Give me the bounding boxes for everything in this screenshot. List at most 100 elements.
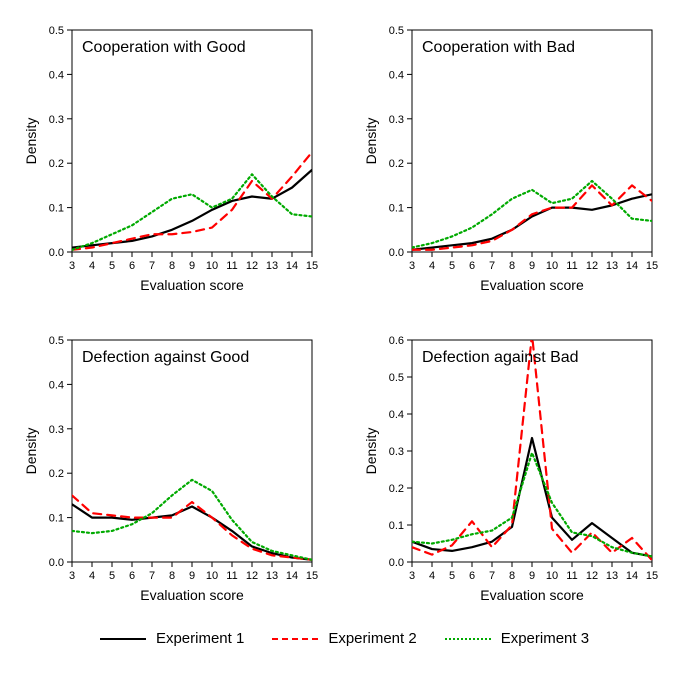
ytick-label: 0.5 (49, 335, 64, 347)
xtick-label: 7 (149, 260, 155, 272)
legend-swatch-exp1 (100, 638, 146, 640)
xtick-label: 5 (109, 260, 115, 272)
ytick-label: 0.6 (388, 335, 403, 347)
ytick-label: 0.0 (49, 557, 64, 569)
xtick-label: 4 (428, 260, 434, 272)
xtick-label: 5 (109, 570, 115, 582)
ytick-label: 0.4 (388, 409, 403, 421)
ytick-label: 0.5 (49, 25, 64, 37)
ytick-label: 0.4 (49, 69, 64, 81)
ytick-label: 0.1 (49, 203, 64, 215)
xtick-label: 14 (286, 260, 298, 272)
xtick-label: 8 (508, 260, 514, 272)
legend-swatch-exp2 (272, 638, 318, 640)
ytick-label: 0.3 (49, 424, 64, 436)
xtick-label: 12 (246, 570, 258, 582)
xtick-label: 7 (149, 570, 155, 582)
xtick-label: 14 (286, 570, 298, 582)
chart-svg: 34567891011121314150.00.10.20.30.40.5Eva… (360, 20, 660, 300)
xtick-label: 9 (189, 570, 195, 582)
xtick-label: 13 (266, 260, 278, 272)
legend-label: Experiment 1 (156, 630, 244, 647)
ytick-label: 0.2 (49, 158, 64, 170)
xtick-label: 12 (246, 260, 258, 272)
chart-panel: 34567891011121314150.00.10.20.30.40.50.6… (360, 330, 670, 620)
panel-title: Defection against Bad (422, 349, 579, 366)
legend-label: Experiment 2 (328, 630, 416, 647)
xtick-label: 6 (129, 570, 135, 582)
ytick-label: 0.0 (388, 557, 403, 569)
xtick-label: 6 (468, 570, 474, 582)
xtick-label: 10 (545, 570, 557, 582)
series-line-exp3 (72, 174, 312, 249)
ytick-label: 0.3 (388, 114, 403, 126)
series-line-exp1 (72, 170, 312, 248)
xtick-label: 6 (129, 260, 135, 272)
chart-panel: 34567891011121314150.00.10.20.30.40.5Eva… (360, 20, 670, 310)
ytick-label: 0.3 (388, 446, 403, 458)
xtick-label: 9 (528, 570, 534, 582)
xtick-label: 11 (566, 570, 577, 582)
xtick-label: 15 (306, 260, 318, 272)
ytick-label: 0.2 (388, 158, 403, 170)
xtick-label: 9 (528, 260, 534, 272)
x-axis-label: Evaluation score (140, 587, 244, 603)
ytick-label: 0.4 (49, 379, 64, 391)
xtick-label: 14 (625, 260, 637, 272)
panel-title: Cooperation with Bad (422, 39, 575, 56)
legend: Experiment 1 Experiment 2 Experiment 3 (0, 620, 689, 662)
xtick-label: 8 (169, 260, 175, 272)
xtick-label: 10 (545, 260, 557, 272)
xtick-label: 3 (408, 260, 414, 272)
xtick-label: 13 (605, 570, 617, 582)
xtick-label: 8 (508, 570, 514, 582)
ytick-label: 0.1 (388, 520, 403, 532)
x-axis-label: Evaluation score (140, 277, 244, 293)
series-line-exp3 (72, 480, 312, 560)
xtick-label: 3 (69, 260, 75, 272)
x-axis-label: Evaluation score (480, 277, 584, 293)
ytick-label: 0.2 (49, 468, 64, 480)
legend-swatch-exp3 (445, 638, 491, 640)
xtick-label: 9 (189, 260, 195, 272)
panels-grid: 3 4 5 6 7 8 9 10 11 12 13 14 15 0.0 0.1 0.2 0.3 0.4 0.5 Eva… (0, 0, 689, 620)
xtick-label: 11 (226, 570, 237, 582)
xtick-label: 12 (585, 570, 597, 582)
xtick-label: 15 (306, 570, 318, 582)
y-axis-label: Density (23, 428, 39, 475)
xtick-label: 10 (206, 570, 218, 582)
xtick-label: 8 (169, 570, 175, 582)
xtick-label: 11 (566, 260, 577, 272)
xtick-label: 7 (488, 260, 494, 272)
chart-panel: 34567891011121314150.00.10.20.30.40.5Eva… (20, 20, 330, 310)
xtick-label: 6 (468, 260, 474, 272)
ytick-label: 0.5 (388, 372, 403, 384)
panel-title: Cooperation with Good (82, 39, 246, 56)
xtick-label: 12 (585, 260, 597, 272)
legend-item: Experiment 2 (272, 630, 416, 647)
xtick-label: 4 (89, 570, 95, 582)
xtick-label: 11 (226, 260, 237, 272)
legend-item: Experiment 1 (100, 630, 244, 647)
panel-title: Defection against Good (82, 349, 249, 366)
y-axis-label: Density (23, 118, 39, 165)
series-line-exp1 (412, 194, 652, 250)
chart-svg: 34567891011121314150.00.10.20.30.40.5Eva… (20, 330, 320, 610)
y-axis-label: Density (363, 428, 379, 475)
chart-svg: 34567891011121314150.00.10.20.30.40.5Eva… (20, 20, 320, 300)
series-line-exp2 (412, 334, 652, 560)
xtick-label: 4 (428, 570, 434, 582)
xtick-label: 15 (645, 260, 657, 272)
ytick-label: 0.0 (49, 247, 64, 259)
ytick-label: 0.2 (388, 483, 403, 495)
legend-label: Experiment 3 (501, 630, 589, 647)
xtick-label: 5 (448, 260, 454, 272)
ytick-label: 0.1 (49, 513, 64, 525)
xtick-label: 3 (408, 570, 414, 582)
chart-svg: 34567891011121314150.00.10.20.30.40.50.6… (360, 330, 660, 610)
ytick-label: 0.4 (388, 69, 403, 81)
ytick-label: 0.5 (388, 25, 403, 37)
y-axis-label: Density (363, 118, 379, 165)
series-line-exp2 (72, 495, 312, 559)
xtick-label: 7 (488, 570, 494, 582)
